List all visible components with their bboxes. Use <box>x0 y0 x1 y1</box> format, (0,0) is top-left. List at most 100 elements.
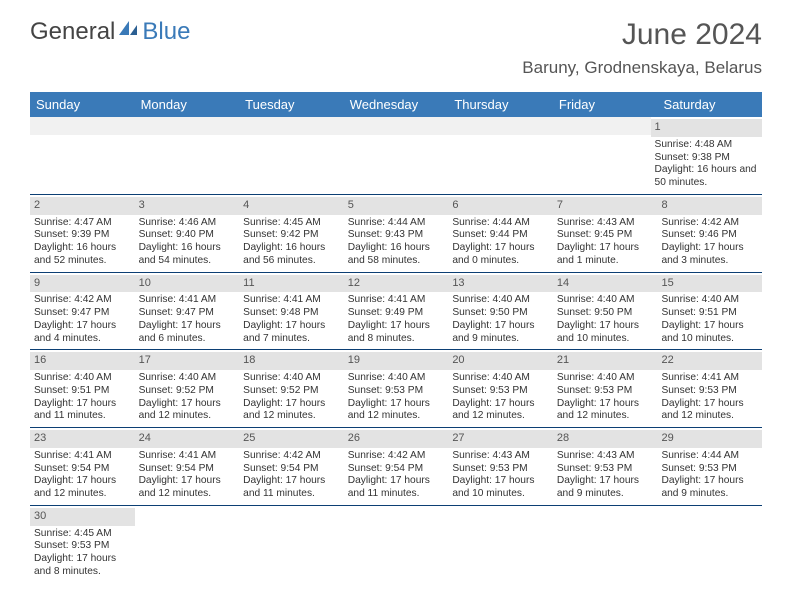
daylight-text: Daylight: 17 hours and 8 minutes. <box>34 553 131 579</box>
sunset-text: Sunset: 9:53 PM <box>452 463 549 476</box>
sunset-text: Sunset: 9:53 PM <box>557 463 654 476</box>
day-number: 26 <box>344 430 449 448</box>
day-number: 29 <box>657 430 762 448</box>
sunset-text: Sunset: 9:48 PM <box>243 307 340 320</box>
day-cell: 19Sunrise: 4:40 AMSunset: 9:53 PMDayligh… <box>344 350 449 427</box>
day-cell <box>444 117 547 194</box>
daylight-text: Daylight: 17 hours and 12 minutes. <box>661 398 758 424</box>
sunrise-text: Sunrise: 4:45 AM <box>34 528 131 541</box>
day-number: 3 <box>135 197 240 215</box>
sunset-text: Sunset: 9:53 PM <box>348 385 445 398</box>
day-cell: 10Sunrise: 4:41 AMSunset: 9:47 PMDayligh… <box>135 273 240 350</box>
sunset-text: Sunset: 9:54 PM <box>139 463 236 476</box>
daylight-text: Daylight: 17 hours and 10 minutes. <box>661 320 758 346</box>
daylight-text: Daylight: 17 hours and 6 minutes. <box>139 320 236 346</box>
sunset-text: Sunset: 9:43 PM <box>348 229 445 242</box>
sunrise-text: Sunrise: 4:40 AM <box>557 294 654 307</box>
day-cell: 23Sunrise: 4:41 AMSunset: 9:54 PMDayligh… <box>30 428 135 505</box>
daylight-text: Daylight: 17 hours and 8 minutes. <box>348 320 445 346</box>
location: Baruny, Grodnenskaya, Belarus <box>522 58 762 78</box>
day-number: 5 <box>344 197 449 215</box>
daylight-text: Daylight: 17 hours and 12 minutes. <box>557 398 654 424</box>
daylight-text: Daylight: 17 hours and 9 minutes. <box>557 475 654 501</box>
week-row: 30Sunrise: 4:45 AMSunset: 9:53 PMDayligh… <box>30 506 762 583</box>
sunrise-text: Sunrise: 4:41 AM <box>139 450 236 463</box>
sunrise-text: Sunrise: 4:41 AM <box>139 294 236 307</box>
day-number: 24 <box>135 430 240 448</box>
sunrise-text: Sunrise: 4:41 AM <box>348 294 445 307</box>
sunset-text: Sunset: 9:50 PM <box>557 307 654 320</box>
day-cell: 1Sunrise: 4:48 AMSunset: 9:38 PMDaylight… <box>651 117 762 194</box>
day-cell <box>448 506 553 583</box>
day-number: 23 <box>30 430 135 448</box>
day-cell: 18Sunrise: 4:40 AMSunset: 9:52 PMDayligh… <box>239 350 344 427</box>
day-cell: 6Sunrise: 4:44 AMSunset: 9:44 PMDaylight… <box>448 195 553 272</box>
day-cell: 13Sunrise: 4:40 AMSunset: 9:50 PMDayligh… <box>448 273 553 350</box>
day-number: 22 <box>657 352 762 370</box>
daylight-text: Daylight: 17 hours and 12 minutes. <box>34 475 131 501</box>
sunrise-text: Sunrise: 4:41 AM <box>34 450 131 463</box>
day-number: 2 <box>30 197 135 215</box>
day-number: 16 <box>30 352 135 370</box>
sunrise-text: Sunrise: 4:44 AM <box>661 450 758 463</box>
month-title: June 2024 <box>522 18 762 52</box>
day-number: 13 <box>448 275 553 293</box>
sunrise-text: Sunrise: 4:40 AM <box>452 372 549 385</box>
day-cell <box>547 117 650 194</box>
daylight-text: Daylight: 16 hours and 50 minutes. <box>655 164 758 190</box>
daylight-text: Daylight: 17 hours and 7 minutes. <box>243 320 340 346</box>
day-number: 4 <box>239 197 344 215</box>
sunrise-text: Sunrise: 4:47 AM <box>34 217 131 230</box>
day-cell: 7Sunrise: 4:43 AMSunset: 9:45 PMDaylight… <box>553 195 658 272</box>
sunset-text: Sunset: 9:53 PM <box>661 385 758 398</box>
day-number: 20 <box>448 352 553 370</box>
day-number: 1 <box>651 119 762 137</box>
sunrise-text: Sunrise: 4:43 AM <box>557 450 654 463</box>
day-cell: 2Sunrise: 4:47 AMSunset: 9:39 PMDaylight… <box>30 195 135 272</box>
day-number: 11 <box>239 275 344 293</box>
sunset-text: Sunset: 9:51 PM <box>661 307 758 320</box>
day-cell: 3Sunrise: 4:46 AMSunset: 9:40 PMDaylight… <box>135 195 240 272</box>
day-cell: 4Sunrise: 4:45 AMSunset: 9:42 PMDaylight… <box>239 195 344 272</box>
day-number: 27 <box>448 430 553 448</box>
sunrise-text: Sunrise: 4:40 AM <box>243 372 340 385</box>
day-number: 25 <box>239 430 344 448</box>
sunrise-text: Sunrise: 4:43 AM <box>452 450 549 463</box>
day-cell <box>657 506 762 583</box>
day-number: 21 <box>553 352 658 370</box>
day-header: Friday <box>553 92 658 117</box>
sunset-text: Sunset: 9:47 PM <box>34 307 131 320</box>
daylight-text: Daylight: 17 hours and 12 minutes. <box>348 398 445 424</box>
sail-icon <box>117 16 139 44</box>
week-row: 1Sunrise: 4:48 AMSunset: 9:38 PMDaylight… <box>30 117 762 195</box>
daylight-text: Daylight: 17 hours and 12 minutes. <box>139 398 236 424</box>
logo-general: General <box>30 18 115 46</box>
day-cell <box>344 506 449 583</box>
daylight-text: Daylight: 17 hours and 4 minutes. <box>34 320 131 346</box>
day-cell: 25Sunrise: 4:42 AMSunset: 9:54 PMDayligh… <box>239 428 344 505</box>
week-row: 2Sunrise: 4:47 AMSunset: 9:39 PMDaylight… <box>30 195 762 273</box>
day-cell <box>237 117 340 194</box>
sunrise-text: Sunrise: 4:40 AM <box>557 372 654 385</box>
day-number: 30 <box>30 508 135 526</box>
day-cell <box>553 506 658 583</box>
daylight-text: Daylight: 17 hours and 9 minutes. <box>661 475 758 501</box>
daylight-text: Daylight: 17 hours and 0 minutes. <box>452 242 549 268</box>
day-header: Tuesday <box>239 92 344 117</box>
day-number: 7 <box>553 197 658 215</box>
daylight-text: Daylight: 17 hours and 1 minute. <box>557 242 654 268</box>
day-cell: 16Sunrise: 4:40 AMSunset: 9:51 PMDayligh… <box>30 350 135 427</box>
day-cell: 14Sunrise: 4:40 AMSunset: 9:50 PMDayligh… <box>553 273 658 350</box>
sunrise-text: Sunrise: 4:44 AM <box>348 217 445 230</box>
day-cell: 26Sunrise: 4:42 AMSunset: 9:54 PMDayligh… <box>344 428 449 505</box>
day-cell: 30Sunrise: 4:45 AMSunset: 9:53 PMDayligh… <box>30 506 135 583</box>
day-cell: 12Sunrise: 4:41 AMSunset: 9:49 PMDayligh… <box>344 273 449 350</box>
day-header: Thursday <box>448 92 553 117</box>
day-cell: 20Sunrise: 4:40 AMSunset: 9:53 PMDayligh… <box>448 350 553 427</box>
day-number: 19 <box>344 352 449 370</box>
sunset-text: Sunset: 9:53 PM <box>557 385 654 398</box>
title-block: June 2024 Baruny, Grodnenskaya, Belarus <box>522 18 762 78</box>
day-cell: 5Sunrise: 4:44 AMSunset: 9:43 PMDaylight… <box>344 195 449 272</box>
sunrise-text: Sunrise: 4:40 AM <box>452 294 549 307</box>
sunrise-text: Sunrise: 4:42 AM <box>34 294 131 307</box>
